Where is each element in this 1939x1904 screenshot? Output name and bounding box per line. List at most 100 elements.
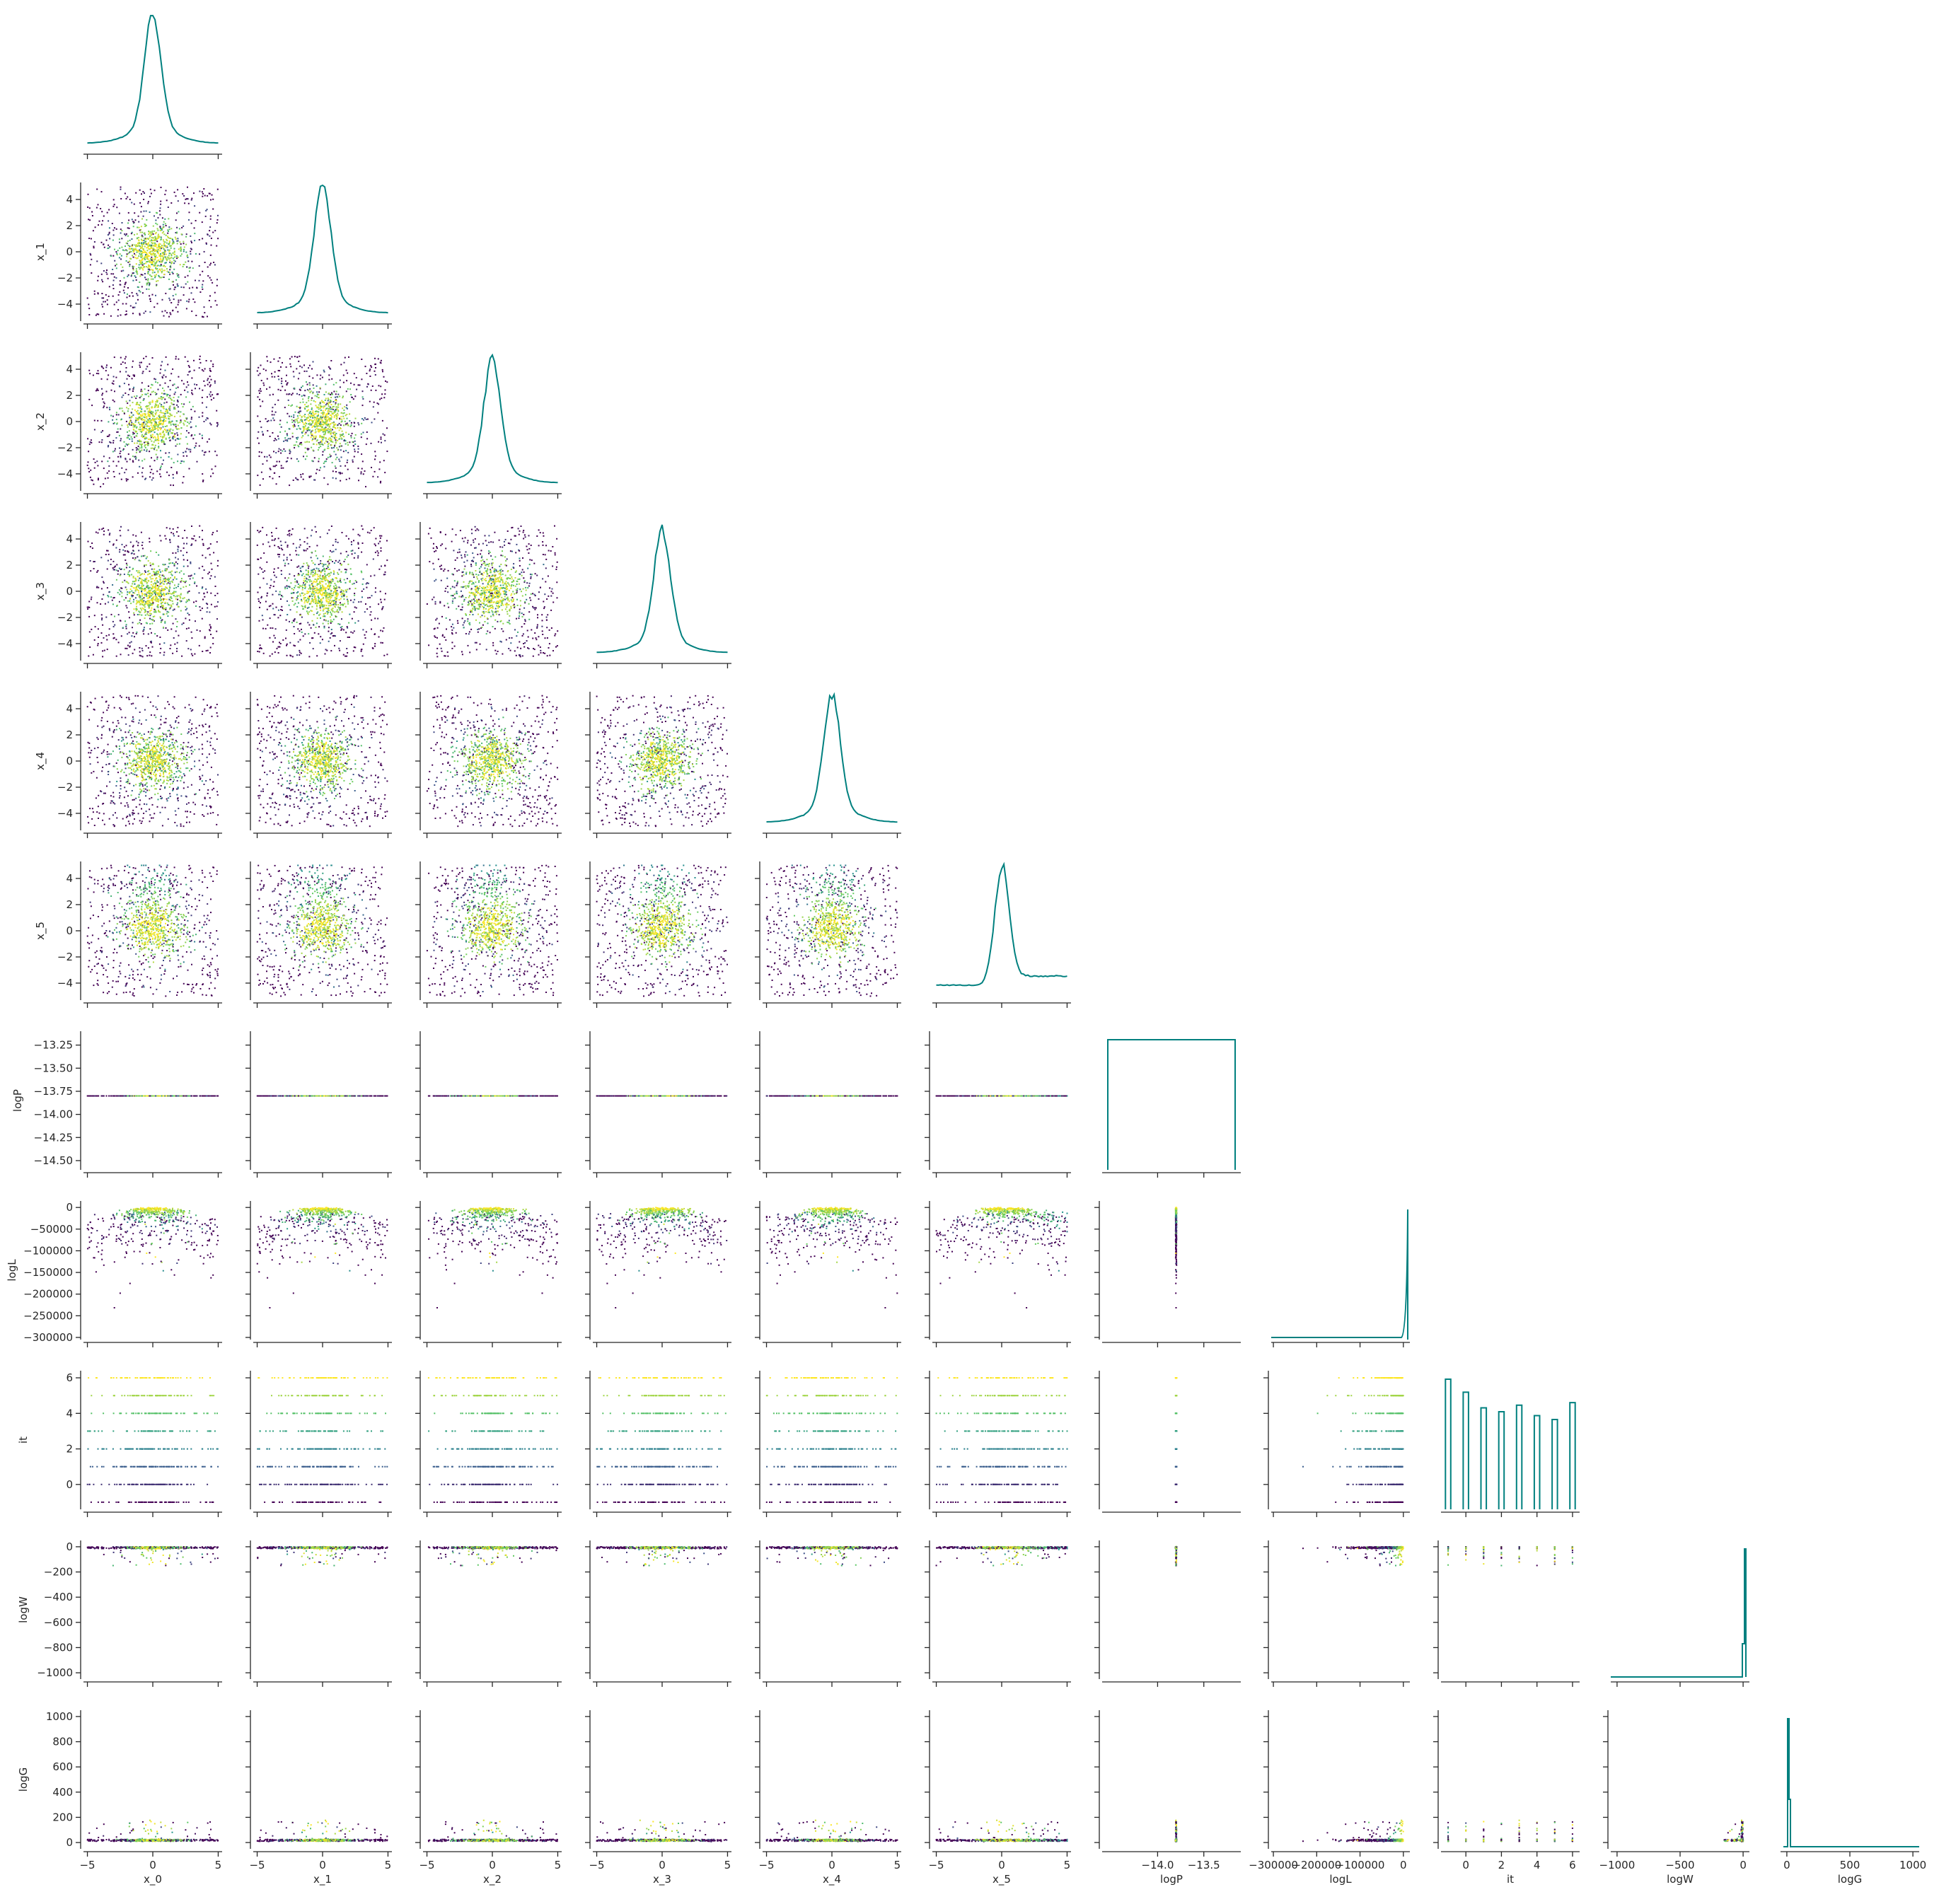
scatter-point	[141, 286, 143, 287]
scatter-point	[186, 198, 187, 199]
scatter-point	[146, 219, 147, 221]
scatter-point	[163, 420, 164, 422]
scatter-point	[173, 252, 174, 254]
diag-hist-x_0	[88, 16, 219, 143]
scatter-point	[358, 424, 359, 425]
scatter-point	[151, 436, 152, 437]
scatter-point	[151, 232, 153, 233]
scatter-point	[340, 449, 342, 451]
scatter-point	[286, 393, 288, 395]
scatter-point	[131, 397, 132, 398]
scatter-point	[113, 288, 115, 289]
scatter-point	[88, 314, 90, 315]
scatter-point	[135, 219, 137, 221]
scatter-point	[175, 426, 177, 427]
scatter-point	[166, 254, 167, 255]
scatter-point	[216, 426, 218, 427]
scatter-point	[122, 250, 124, 251]
scatter-point	[136, 411, 137, 412]
scatter-point	[164, 413, 166, 414]
scatter-point	[105, 294, 107, 296]
scatter-point	[137, 273, 138, 274]
scatter-point	[110, 415, 112, 417]
scatter-point	[163, 390, 165, 391]
scatter-point	[307, 448, 308, 449]
scatter-point	[341, 412, 342, 414]
scatter-point	[151, 255, 153, 256]
scatter-point	[156, 428, 158, 429]
scatter-point	[121, 247, 122, 248]
scatter-point	[210, 475, 212, 477]
scatter-point	[149, 416, 151, 417]
scatter-point	[146, 266, 147, 267]
scatter-point	[168, 218, 169, 219]
scatter-point	[280, 449, 282, 451]
scatter-point	[137, 233, 138, 235]
scatter-point	[141, 460, 143, 462]
scatter-point	[138, 446, 139, 447]
scatter-point	[127, 375, 129, 376]
scatter-point	[95, 315, 97, 316]
scatter-point	[127, 287, 129, 289]
scatter-point	[103, 405, 105, 407]
scatter-point	[183, 406, 184, 407]
scatter-point	[146, 441, 147, 443]
scatter-point	[138, 404, 139, 405]
scatter-point	[106, 274, 108, 275]
scatter-point	[175, 439, 176, 441]
scatter-point	[350, 394, 352, 395]
scatter-point	[118, 461, 120, 463]
scatter-point	[161, 246, 163, 248]
scatter-point	[169, 274, 170, 275]
scatter-point	[162, 388, 163, 389]
scatter-point	[165, 293, 166, 294]
scatter-point	[147, 413, 149, 414]
scatter-point	[102, 398, 103, 400]
scatter-point	[163, 243, 165, 244]
scatter-point	[372, 476, 374, 477]
scatter-point	[136, 395, 137, 397]
scatter-point	[172, 437, 173, 439]
scatter-point	[165, 310, 166, 312]
scatter-point	[149, 431, 151, 433]
scatter-point	[167, 412, 168, 414]
scatter-point	[113, 471, 115, 472]
scatter-point	[154, 447, 156, 448]
scatter-point	[135, 422, 137, 423]
scatter-point	[140, 261, 141, 262]
scatter-point	[142, 292, 144, 294]
scatter-point	[188, 365, 190, 366]
scatter-point	[178, 424, 179, 426]
scatter-point	[318, 460, 319, 462]
scatter-point	[289, 453, 291, 454]
scatter-point	[170, 429, 171, 430]
scatter-point	[174, 434, 175, 435]
scatter-point	[273, 359, 274, 360]
scatter-point	[157, 280, 158, 281]
scatter-point	[269, 476, 270, 477]
scatter-point	[112, 419, 113, 421]
scatter-point	[142, 415, 144, 417]
scatter-point	[126, 401, 127, 402]
scatter-point	[143, 216, 144, 217]
scatter-point	[137, 419, 139, 421]
scatter-point	[129, 430, 130, 431]
scatter-point	[192, 393, 193, 395]
scatter-point	[311, 368, 313, 370]
scatter-point	[145, 310, 146, 312]
scatter-point	[132, 390, 134, 392]
scatter-point	[152, 448, 154, 449]
scatter-point	[136, 404, 137, 405]
scatter-point	[299, 407, 301, 409]
scatter-point	[306, 406, 307, 407]
scatter-point	[139, 281, 140, 283]
scatter-point	[174, 416, 175, 417]
scatter-point	[305, 452, 306, 453]
scatter-point	[194, 383, 195, 385]
scatter-point	[143, 199, 144, 200]
scatter-point	[204, 368, 206, 370]
scatter-point	[93, 230, 94, 231]
scatter-point	[190, 236, 191, 237]
scatter-point	[209, 236, 210, 237]
scatter-point	[154, 250, 155, 252]
